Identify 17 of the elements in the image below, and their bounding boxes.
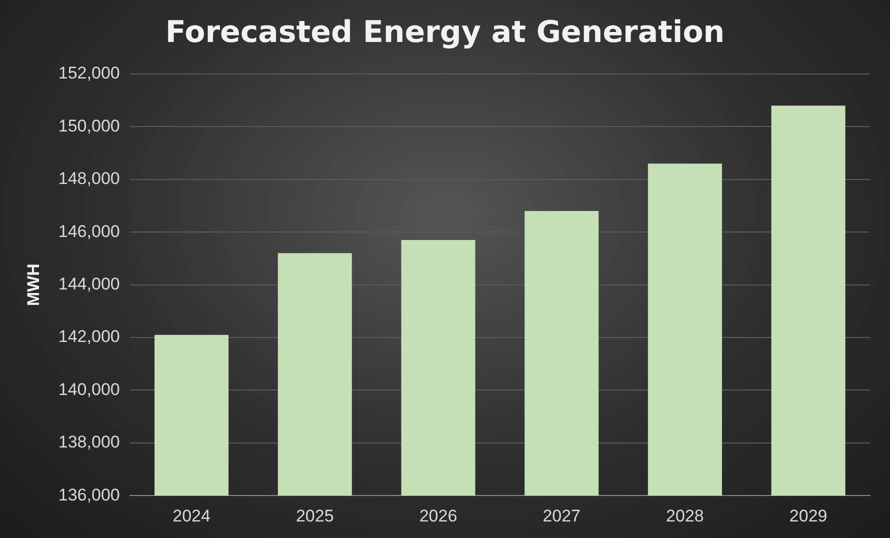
x-tick-label: 2028 <box>666 506 704 526</box>
y-tick-label: 152,000 <box>58 64 120 83</box>
x-tick-label: 2026 <box>419 506 458 526</box>
x-tick-label: 2025 <box>296 506 334 526</box>
y-tick-label: 148,000 <box>58 169 120 188</box>
y-axis-title: MWH <box>24 264 43 306</box>
y-tick-label: 150,000 <box>58 116 120 136</box>
y-tick-label: 140,000 <box>58 380 120 399</box>
y-tick-label: 136,000 <box>58 485 120 504</box>
x-tick-label: 2029 <box>789 506 828 526</box>
y-tick-label: 138,000 <box>58 432 120 452</box>
y-tick-label: 146,000 <box>58 222 120 241</box>
x-tick-label: 2027 <box>542 506 581 526</box>
y-tick-label: 144,000 <box>58 274 120 294</box>
x-tick-label: 2024 <box>172 506 210 526</box>
chart-title: Forecasted Energy at Generation <box>165 14 725 50</box>
y-tick-label: 142,000 <box>58 327 120 346</box>
